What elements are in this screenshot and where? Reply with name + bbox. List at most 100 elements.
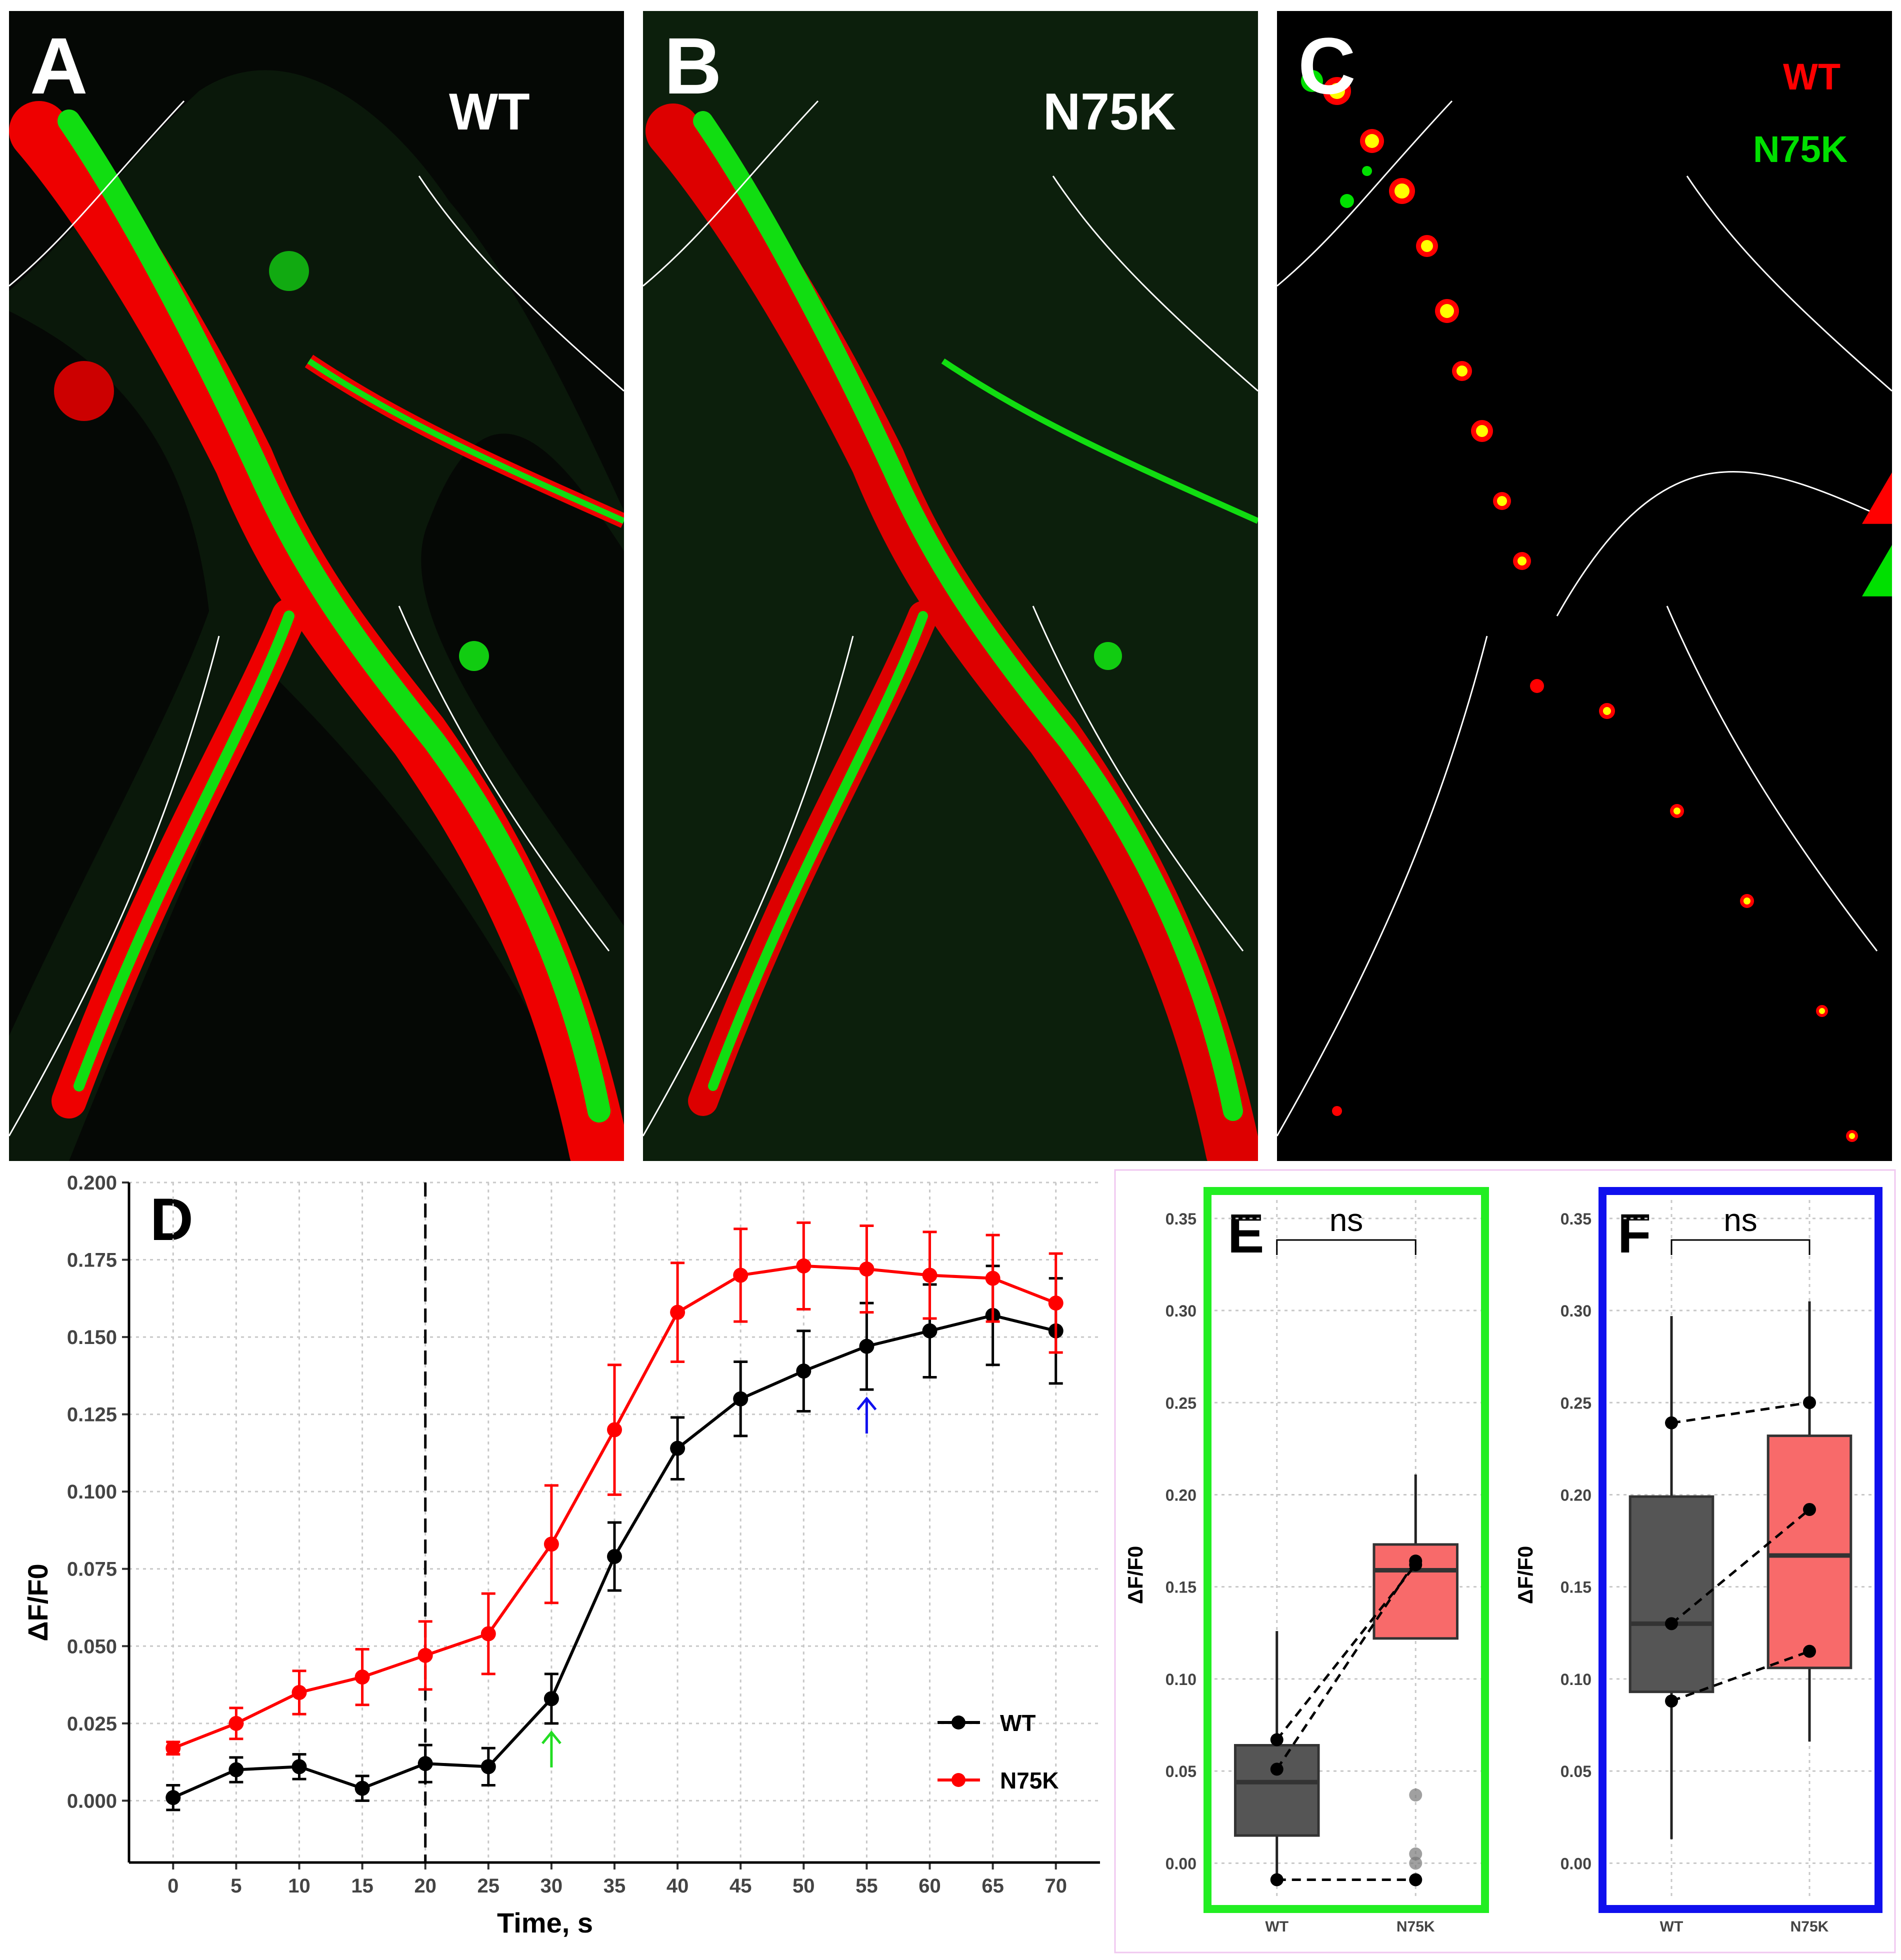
data-point [922,1268,938,1283]
data-point [1048,1296,1064,1311]
double-arrow-icon [1188,36,1258,1161]
x-tick-label: 70 [1044,1875,1067,1897]
panel-b-label: N75K [1043,83,1176,141]
paired-point [1270,1762,1284,1776]
x-tick-label: 0 [168,1875,178,1897]
chart-d-ylabel: ΔF/F0 [22,1564,54,1641]
panel-b-letter: B [664,21,722,110]
x-tick-label: 15 [351,1875,374,1897]
paired-point [1803,1396,1816,1410]
x-tick-label: 35 [604,1875,626,1897]
y-tick-label: 0.30 [1560,1302,1592,1320]
x-tick-label: N75K [1790,1918,1829,1935]
panel-c-letter: C [1298,21,1356,110]
y-tick-label: 0.15 [1166,1578,1196,1596]
paired-line [1671,1650,1810,1702]
data-point [166,1740,181,1756]
box-wt [1234,1744,1320,1837]
paired-point [1270,1873,1284,1886]
data-point [859,1262,874,1277]
significance-label: ns [1724,1202,1758,1238]
x-tick-label: 65 [982,1875,1004,1897]
y-tick-label: 0.30 [1166,1302,1196,1320]
paired-point [1665,1694,1678,1708]
data-point [544,1536,559,1552]
x-tick-label: 20 [414,1875,436,1897]
outlier-point [1409,1847,1422,1860]
data-point [985,1270,1000,1286]
legend-wt-marker [952,1716,966,1730]
outlier-point [1409,1788,1422,1802]
data-point [544,1691,559,1706]
data-point [922,1323,938,1338]
data-point [670,1440,686,1456]
chart-f: F ΔF/F0 0.00 0.05 0.10 0.15 0.20 0.25 0.30 0.35… [1514,1187,1882,1935]
chart-f-letter: F [1618,1203,1651,1264]
charts-area: D Time, s ΔF/F0 0.0000.0250.0500.0750.10… [22,1169,1896,1954]
panel-frame [1204,1187,1489,1913]
y-tick-label: 0.10 [1560,1670,1592,1688]
y-tick-label: 0.20 [1560,1486,1592,1504]
up-arrow-icon [1862,544,1892,596]
x-tick-label: WT [1265,1918,1288,1935]
panel-a-image [9,11,624,1161]
y-tick-label: 0.00 [1560,1854,1592,1872]
data-point [166,1790,181,1806]
chart-d: D Time, s ΔF/F0 0.000 0.025 0.050 0.075 0.10… [22,1172,1100,1938]
y-tick-label: 0.25 [1166,1394,1196,1412]
paired-point [1803,1502,1816,1516]
box-wt [1628,1495,1714,1694]
panel-a-label: WT [449,83,530,141]
chart-d-arrows [541,1396,877,1768]
legend-wt-label: WT [1000,1710,1036,1736]
x-tick-label: 50 [792,1875,815,1897]
x-tick-label: 45 [730,1875,752,1897]
data-point [354,1670,370,1685]
up-arrow-icon [1862,472,1892,524]
data-point [480,1759,496,1774]
paired-point [1409,1554,1422,1568]
y-tick-label: 0.05 [1560,1762,1592,1780]
data-point [354,1780,370,1796]
y-tick-label: 0.050 [67,1636,117,1658]
x-tick-label: 10 [288,1875,310,1897]
paired-point [1665,1617,1678,1630]
y-tick-label: 0.00 [1166,1854,1196,1872]
y-tick-label: 0.025 [67,1713,117,1735]
chart-f-ylabel: ΔF/F0 [1514,1546,1537,1604]
x-tick-label: 40 [666,1875,689,1897]
x-tick-label: N75K [1396,1918,1435,1935]
chart-d-axes: 0.000 0.025 0.050 0.075 0.100 0.125 0.150 0.175… [67,1172,1100,1897]
legend-n75k-marker [952,1773,966,1787]
chart-d-series [166,1221,1064,1812]
panel-b-image [643,11,1258,1161]
significance-bracket [1670,1239,1810,1255]
chart-e-body: 0.00 0.05 0.10 0.15 0.20 0.25 0.30 0.35 ns WT N75K [1166,1187,1489,1935]
data-point [796,1258,812,1274]
data-point [480,1626,496,1642]
y-tick-label: 0.125 [67,1404,117,1426]
y-tick-label: 0.075 [67,1558,117,1580]
double-arrow-icon [554,36,624,1161]
up-arrow-head-icon [856,1396,877,1410]
data-point [292,1759,307,1774]
chart-e-letter: E [1228,1203,1264,1264]
x-tick-label: 25 [478,1875,500,1897]
significance-bracket [1276,1239,1416,1255]
data-point [859,1338,874,1354]
y-tick-label: 0.15 [1560,1578,1592,1596]
paired-point [1665,1416,1678,1430]
paired-point [1409,1873,1422,1886]
y-tick-label: 0.05 [1166,1762,1196,1780]
panel-a-letter: A [30,21,88,110]
data-point [670,1304,686,1320]
y-tick-label: 0.10 [1166,1670,1196,1688]
chart-d-xlabel: Time, s [497,1907,593,1938]
chart-d-legend: WT N75K [938,1710,1059,1794]
paired-line [1671,1401,1810,1424]
panel-c-legend-wt: WT [1783,56,1841,98]
data-point [418,1648,433,1663]
box-n75k [1766,1434,1852,1670]
data-point [607,1549,622,1564]
panel-frame [1598,1187,1882,1913]
